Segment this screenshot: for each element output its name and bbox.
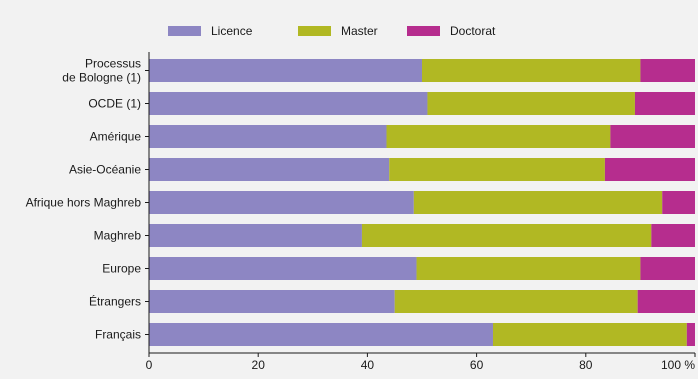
bar-licence-4: [149, 191, 414, 214]
bar-master-8: [492, 323, 687, 346]
bar-doctorat-1: [634, 92, 695, 115]
legend-swatch-doctorat: [407, 26, 440, 36]
bar-licence-3: [149, 158, 390, 181]
x-tick-label-4: 80: [579, 358, 593, 372]
bar-doctorat-2: [610, 125, 695, 148]
category-label-7: Étrangers: [89, 294, 141, 309]
bar-doctorat-5: [651, 224, 695, 247]
bar-licence-2: [149, 125, 387, 148]
legend-swatch-licence: [168, 26, 201, 36]
bar-master-3: [389, 158, 605, 181]
category-label-8: Français: [95, 328, 141, 342]
x-tick-label-2: 40: [361, 358, 375, 372]
x-tick-label-0: 0: [146, 358, 153, 372]
category-label-1: OCDE (1): [88, 97, 141, 111]
x-tick-label-5: 100 %: [661, 358, 695, 372]
bar-doctorat-3: [604, 158, 695, 181]
category-label-2: Amérique: [90, 130, 142, 144]
bar-licence-8: [149, 323, 493, 346]
legend-swatch-master: [298, 26, 331, 36]
bar-master-2: [386, 125, 611, 148]
legend-label-licence: Licence: [211, 24, 253, 38]
bar-licence-0: [149, 59, 422, 82]
bar-master-7: [394, 290, 638, 313]
bar-doctorat-7: [637, 290, 695, 313]
bar-master-1: [427, 92, 635, 115]
bar-licence-5: [149, 224, 362, 247]
category-label-0-line-1: de Bologne (1): [62, 71, 141, 85]
bar-master-5: [361, 224, 652, 247]
bar-master-6: [416, 257, 641, 280]
bar-licence-6: [149, 257, 417, 280]
bar-licence-1: [149, 92, 428, 115]
category-label-4: Afrique hors Maghreb: [26, 196, 142, 210]
bar-licence-7: [149, 290, 395, 313]
bar-master-4: [413, 191, 663, 214]
bar-doctorat-4: [662, 191, 695, 214]
bar-doctorat-0: [640, 59, 695, 82]
bar-doctorat-6: [640, 257, 695, 280]
category-label-0-line-0: Processus: [85, 57, 141, 71]
category-label-5: Maghreb: [94, 229, 142, 243]
category-label-6: Europe: [102, 262, 141, 276]
bar-doctorat-8: [686, 323, 695, 346]
legend-label-doctorat: Doctorat: [450, 24, 496, 38]
x-tick-label-3: 60: [470, 358, 484, 372]
bar-master-0: [422, 59, 641, 82]
legend-label-master: Master: [341, 24, 378, 38]
x-tick-label-1: 20: [252, 358, 266, 372]
category-label-3: Asie-Océanie: [69, 163, 141, 177]
